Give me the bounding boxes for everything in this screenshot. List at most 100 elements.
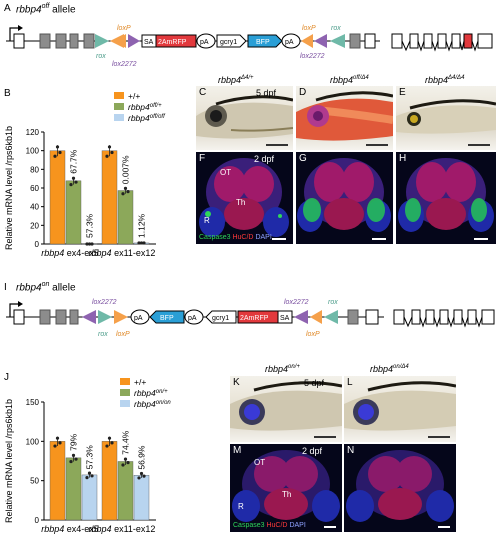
j-legend-label: +/+	[134, 377, 146, 387]
panel-letter-i: I	[4, 282, 7, 293]
panel-letter-l: L	[347, 377, 353, 388]
panel-i-construct-diagram: lox2272 rox loxP pA BFP pA gcry1 2AmRFP …	[6, 299, 495, 338]
panel-e-scalebar	[468, 144, 490, 146]
b-y-tick-label: 20	[30, 221, 39, 230]
i-label-pa1: pA	[134, 315, 143, 322]
b-y-tick-label: 0	[35, 240, 40, 249]
j-percent-annotation: 57.3%	[85, 445, 95, 470]
b-y-tick-label: 80	[30, 165, 39, 174]
a-label-lox2272-1: lox2272	[112, 61, 137, 68]
panel-a-construct-diagram: loxP rox lox2272 SA 2AmRFP pA gcry1 BFP …	[6, 25, 493, 68]
panel-m-th: Th	[282, 490, 292, 499]
j-data-point	[74, 457, 78, 461]
panel-l-header: rbbp4on/Δ4	[370, 364, 409, 374]
j-y-axis-label: Relative mRNA level /rps6kb1b	[4, 399, 14, 523]
b-legend-label: +/+	[128, 91, 140, 101]
panel-m-stage: 2 dpf	[302, 446, 323, 456]
i-label-rox-1: rox	[98, 331, 108, 338]
panel-h-image: H	[396, 152, 496, 244]
panel-letter-k: K	[233, 377, 240, 388]
j-legend-swatch	[120, 389, 130, 396]
panel-k-image: K 5 dpf	[230, 376, 342, 442]
j-legend-swatch	[120, 400, 130, 407]
panel-letter-a: A	[4, 3, 11, 14]
b-category-label: rbbp4 ex11-ex12	[89, 248, 156, 258]
panel-b-bar-chart: 0 20 40 60 80 100 120 Relative mRNA level /rps6…	[4, 91, 166, 258]
i-label-loxp-2: loxP	[306, 331, 320, 338]
panel-d-header: rbbp4off/Δ4	[330, 75, 369, 85]
panel-k-header: rbbp4on/+	[265, 364, 300, 374]
panel-n-scalebar	[438, 526, 450, 528]
panel-f-scalebar	[272, 238, 286, 240]
a-label-lox2272-2: lox2272	[300, 53, 325, 60]
b-bar	[49, 150, 66, 245]
j-category-label: rbbp4 ex4-ex5	[41, 524, 99, 534]
a-label-rox-2: rox	[331, 25, 341, 32]
panel-d-image: D	[296, 86, 393, 150]
panel-l-image: L	[344, 376, 456, 442]
panel-letter-d: D	[299, 87, 307, 98]
j-y-tick-label: 100	[26, 437, 40, 446]
panel-c-header: rbbp4Δ4/+	[218, 75, 254, 85]
panel-m-ot: OT	[254, 458, 266, 467]
b-y-tick-label: 40	[30, 203, 39, 212]
i-label-lox2272-2: lox2272	[284, 299, 309, 306]
a-label-rfp: 2AmRFP	[158, 39, 187, 46]
panel-g-scalebar	[372, 238, 386, 240]
j-y-tick-label: 150	[26, 398, 40, 407]
panel-c-stage: 5 dpf	[256, 88, 277, 98]
b-data-point	[110, 150, 114, 155]
i-label-gcry: gcry1	[212, 315, 229, 322]
b-data-point	[121, 192, 125, 196]
a-label-rox-1: rox	[96, 53, 106, 60]
b-data-point	[85, 242, 89, 246]
j-data-point	[90, 474, 94, 478]
b-percent-annotation: 67.7%	[69, 149, 79, 174]
panel-n-image: N	[344, 444, 456, 532]
b-y-tick-label: 100	[26, 147, 40, 156]
j-legend-label: rbbp4on/+	[134, 388, 168, 398]
j-bar	[81, 474, 98, 521]
panel-l-scalebar	[428, 436, 450, 438]
b-category-label: rbbp4 ex4-ex5	[41, 248, 99, 258]
panel-m-r: R	[238, 502, 244, 511]
b-bar	[65, 180, 82, 245]
b-y-tick-label: 120	[26, 128, 40, 137]
j-data-point	[126, 461, 130, 465]
panel-h-scalebar	[474, 238, 488, 240]
i-label-bfp: BFP	[160, 315, 174, 322]
j-data-point	[53, 444, 57, 448]
i-label-lox2272-1: lox2272	[92, 299, 117, 306]
b-data-point	[58, 150, 62, 155]
a-label-gcry: gcry1	[220, 39, 237, 46]
b-data-point	[90, 242, 94, 246]
b-y-axis-label: Relative mRNA level /rps6kb1b	[4, 126, 14, 250]
b-data-point	[105, 154, 109, 158]
panel-e-header: rbbp4Δ4/Δ4	[425, 75, 465, 85]
b-y-tick-label: 60	[30, 184, 39, 193]
panel-letter-h: H	[399, 153, 407, 164]
j-data-point	[58, 441, 62, 445]
j-percent-annotation: 79%	[69, 433, 79, 450]
j-bar	[65, 457, 82, 521]
panel-i-title: rbbp4on allele	[16, 281, 76, 294]
j-data-point	[137, 476, 141, 480]
panel-f-stage: 2 dpf	[254, 154, 275, 164]
j-bar	[117, 461, 134, 521]
i-label-sa: SA	[280, 315, 290, 322]
a-label-loxp-2: loxP	[302, 25, 316, 32]
b-bar	[101, 150, 118, 245]
b-data-point	[137, 241, 141, 245]
panel-f-th: Th	[236, 198, 246, 207]
b-percent-annotation: 57.3%	[85, 213, 95, 238]
panel-f-image: F 2 dpf OT Th R Caspase3 HuC/D DAPI	[196, 152, 293, 244]
panel-f-r: R	[204, 216, 210, 225]
j-percent-annotation: 56.9%	[137, 445, 147, 470]
b-data-point	[74, 180, 78, 184]
j-data-point	[85, 476, 89, 480]
panel-f-stain-legend: Caspase3 HuC/D DAPI	[199, 234, 272, 241]
panel-letter-n: N	[347, 445, 355, 456]
b-data-point	[126, 189, 130, 194]
panel-g-image: G	[296, 152, 393, 244]
b-percent-annotation: 0.007%	[121, 155, 131, 184]
